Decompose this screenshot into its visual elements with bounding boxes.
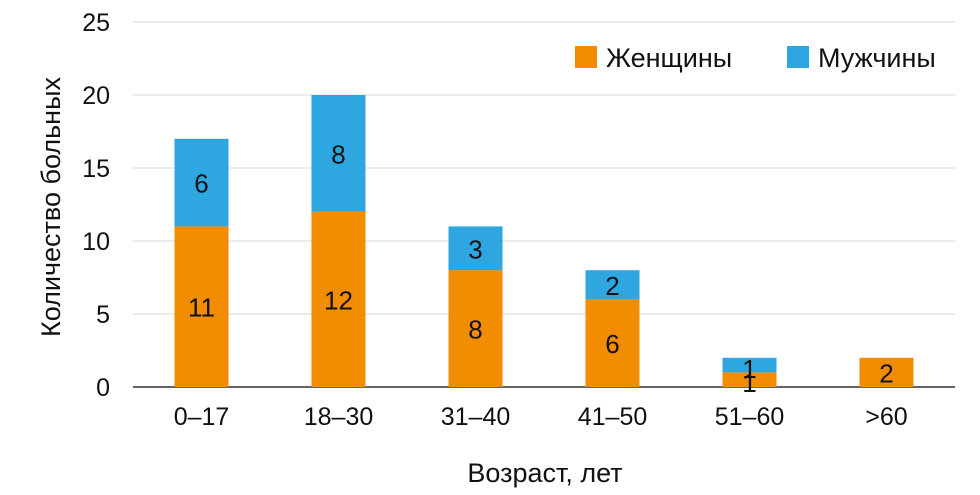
y-tick-20: 20 [82,82,110,110]
bar-women-5 [859,357,914,387]
x-tick-4: 51–60 [715,403,785,431]
x-tick-labels: 0–17 18–30 31–40 41–50 51–60 >60 [174,403,908,431]
bar-men-0 [174,138,229,227]
legend-swatch-women [575,46,597,68]
bar-men-1 [311,95,366,212]
bar-men-2 [448,226,503,271]
x-tick-5: >60 [865,403,907,431]
legend-label-men: Мужчины [818,43,936,73]
bar-women-2 [448,270,503,387]
data-label-women-2: 8 [468,315,482,345]
bar-women-3 [585,299,640,387]
y-axis-title: Количество больных [36,76,66,337]
bar-men-4 [722,357,777,373]
data-label-men-4: 1 [742,354,756,384]
y-tick-10: 10 [82,228,110,256]
bar-women-4 [722,372,777,387]
data-label-women-4: 1 [742,368,756,398]
x-tick-3: 41–50 [578,403,648,431]
data-label-men-1: 8 [331,139,345,169]
bar-men-3 [585,270,640,300]
data-label-women-1: 12 [324,285,353,315]
grid-lines [133,21,955,388]
data-label-women-0: 11 [188,293,215,323]
bar-women-0 [174,226,229,387]
data-label-men-3: 2 [605,271,619,301]
bar-women-1 [311,211,366,387]
data-label-men-2: 3 [468,234,482,264]
data-label-men-0: 6 [194,169,208,199]
data-label-women-5: 2 [879,358,893,388]
y-tick-0: 0 [96,374,110,402]
y-tick-25: 25 [82,9,110,37]
legend: Женщины Мужчины [575,43,936,73]
x-axis-title: Возраст, лет [467,458,622,488]
legend-label-women: Женщины [606,43,732,73]
data-label-women-3: 6 [605,329,619,359]
y-tick-15: 15 [82,155,110,183]
legend-swatch-men [787,46,809,68]
x-tick-2: 31–40 [441,403,511,431]
y-tick-5: 5 [96,301,110,329]
x-tick-0: 0–17 [174,403,230,431]
y-tick-labels: 0 5 10 15 20 25 [82,9,110,402]
x-tick-1: 18–30 [304,403,374,431]
